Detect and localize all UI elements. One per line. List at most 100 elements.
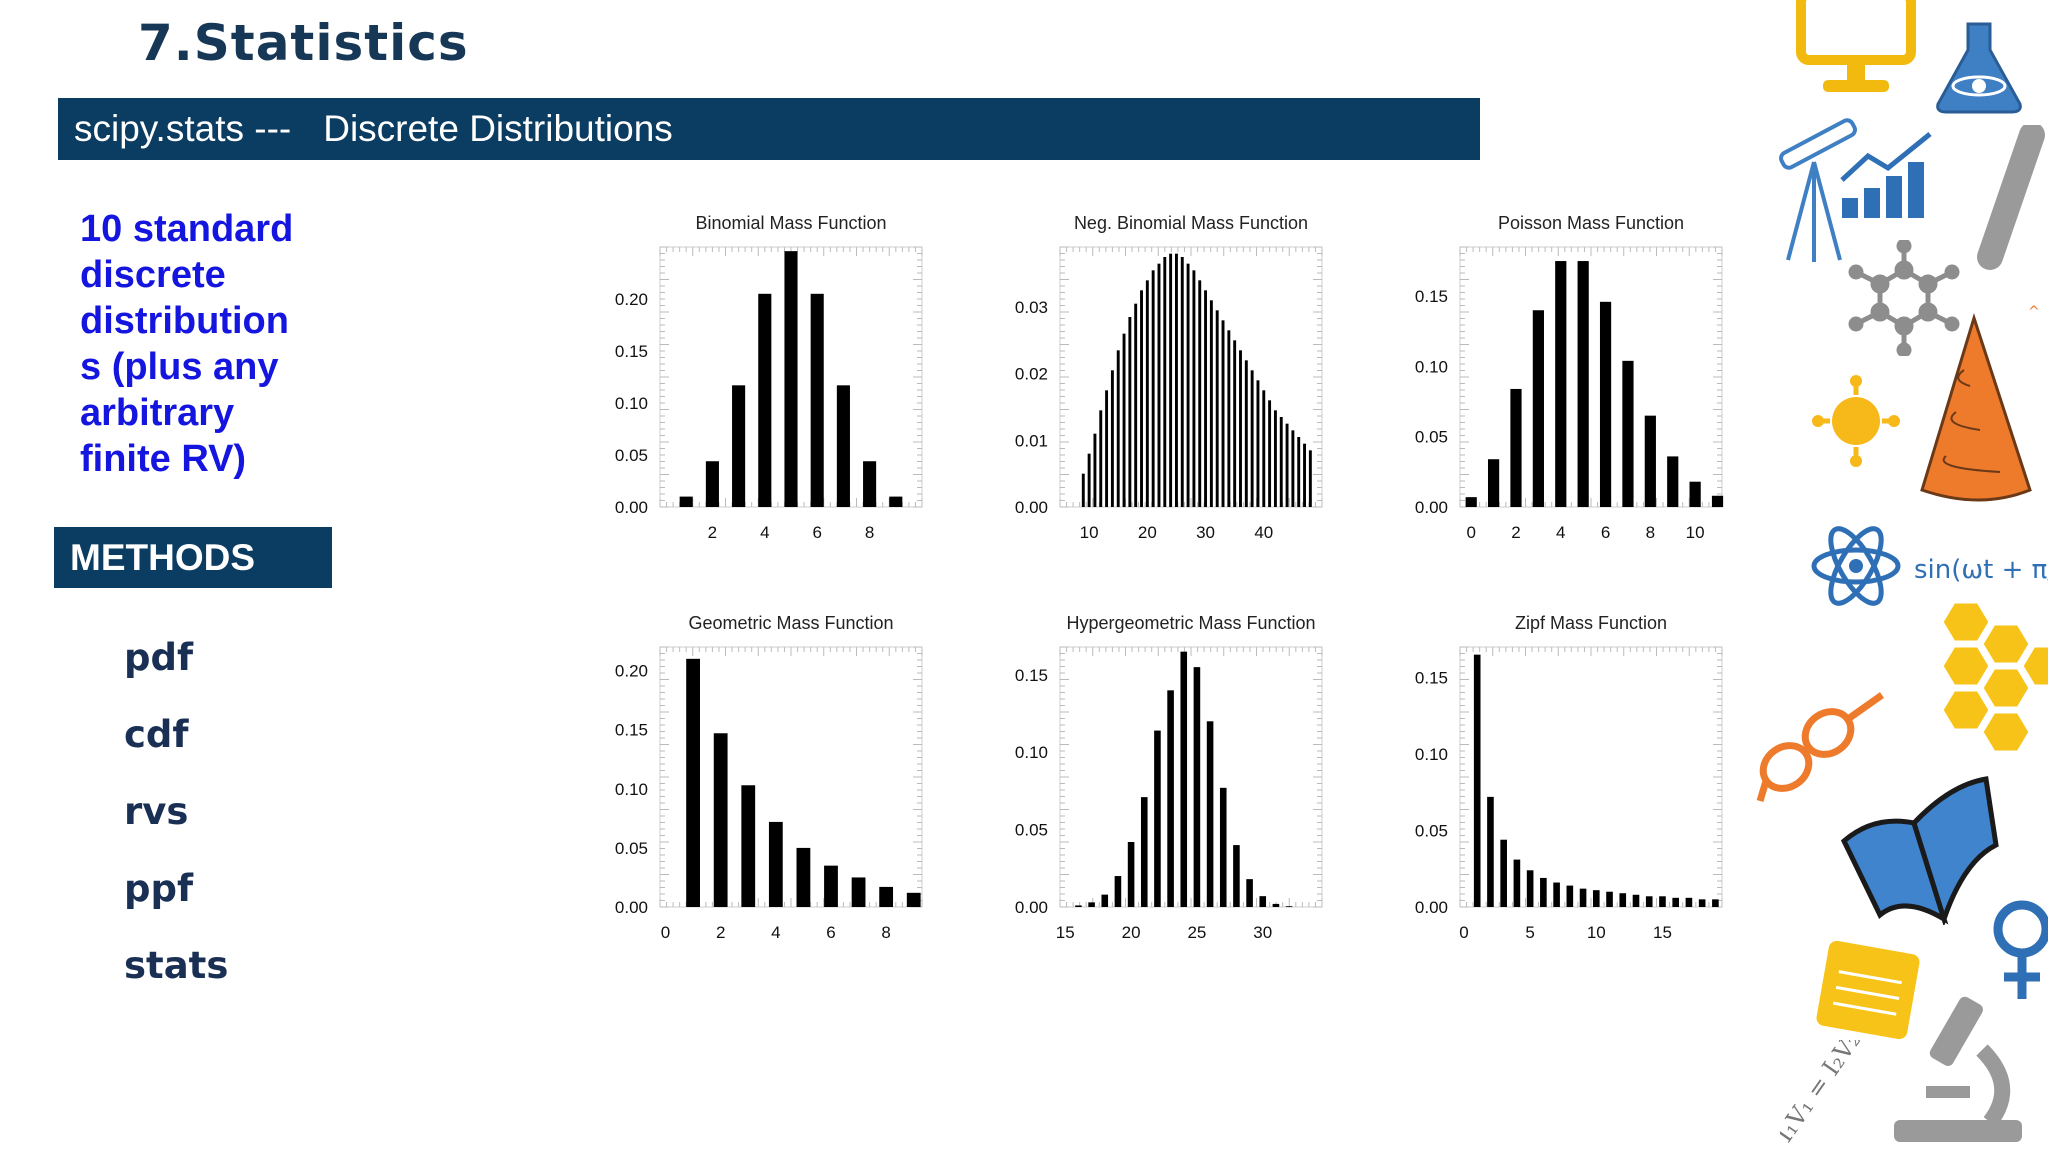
bar bbox=[1599, 301, 1612, 507]
plot-frame bbox=[1059, 646, 1323, 908]
bar bbox=[1285, 423, 1289, 507]
method-pdf: pdf bbox=[124, 636, 194, 679]
bar bbox=[1553, 882, 1560, 907]
bar bbox=[1151, 270, 1155, 507]
bar bbox=[1632, 894, 1640, 907]
banner-module-label: scipy.stats --- bbox=[74, 108, 292, 149]
y-tick-label: 0.15 bbox=[1415, 287, 1448, 306]
plot-frame bbox=[1459, 246, 1723, 508]
x-tick-label: 10 bbox=[1587, 923, 1606, 942]
x-tick-label: 0 bbox=[661, 923, 670, 942]
bar bbox=[1685, 897, 1693, 907]
x-tick-label: 8 bbox=[1646, 523, 1655, 542]
bar bbox=[889, 496, 903, 507]
bar bbox=[1540, 877, 1547, 907]
bar bbox=[1198, 280, 1202, 507]
bar bbox=[1169, 253, 1173, 507]
x-tick-label: 4 bbox=[1556, 523, 1565, 542]
bar bbox=[1075, 905, 1082, 907]
y-tick-label: 0.15 bbox=[615, 342, 648, 361]
y-tick-label: 0.00 bbox=[1015, 498, 1048, 517]
x-tick-label: 6 bbox=[1601, 523, 1610, 542]
bar bbox=[1526, 870, 1534, 907]
bar bbox=[1606, 891, 1613, 907]
chart-title: Binomial Mass Function bbox=[695, 213, 886, 233]
bar bbox=[1215, 310, 1219, 507]
computer-monitor-icon bbox=[1796, 0, 1916, 92]
x-tick-label: 8 bbox=[865, 523, 874, 542]
bar bbox=[1110, 370, 1114, 507]
bar bbox=[1566, 885, 1574, 907]
bar bbox=[1134, 303, 1138, 507]
method-rvs: rvs bbox=[124, 790, 189, 833]
bar bbox=[686, 658, 700, 907]
x-tick-label: 2 bbox=[708, 523, 717, 542]
bar bbox=[1116, 350, 1120, 507]
y-tick-label: 0.00 bbox=[615, 898, 648, 917]
x-tick-label: 15 bbox=[1056, 923, 1075, 942]
bar bbox=[1087, 453, 1091, 507]
y-tick-label: 0.05 bbox=[1415, 822, 1448, 841]
formula-text: sin(ωt + π/2) bbox=[1914, 555, 2048, 585]
molecule-icon bbox=[1848, 240, 1960, 356]
y-tick-label: 0.10 bbox=[1015, 743, 1048, 762]
svg-text:^: ^ bbox=[2028, 304, 2040, 320]
y-tick-label: 0.10 bbox=[615, 394, 648, 413]
banner-topic-label: Discrete Distributions bbox=[323, 108, 673, 149]
method-ppf: ppf bbox=[124, 867, 194, 910]
bar bbox=[1297, 437, 1301, 507]
hypergeometric-chart: Hypergeometric Mass Function 15 20 25 30 0.00… bbox=[1015, 613, 1323, 942]
y-tick-label: 0.01 bbox=[1015, 431, 1048, 450]
glasses-icon bbox=[1756, 692, 1885, 803]
bar bbox=[1128, 317, 1132, 507]
x-tick-label: 30 bbox=[1196, 523, 1215, 542]
x-tick-label: 4 bbox=[771, 923, 780, 942]
x-tick-label: 20 bbox=[1138, 523, 1157, 542]
bar bbox=[1233, 340, 1237, 507]
bar bbox=[1088, 902, 1095, 907]
bar bbox=[705, 461, 719, 507]
atom-icon bbox=[1811, 526, 1901, 606]
bar bbox=[1193, 667, 1201, 907]
x-tick-label: 10 bbox=[1080, 523, 1099, 542]
bar bbox=[1101, 894, 1109, 907]
bar bbox=[1140, 290, 1143, 507]
bar bbox=[1303, 443, 1306, 507]
bar bbox=[1712, 899, 1719, 907]
bar bbox=[1510, 388, 1522, 507]
y-tick-label: 0.00 bbox=[615, 498, 648, 517]
bar bbox=[1154, 730, 1161, 907]
bar bbox=[1157, 263, 1161, 507]
y-tick-label: 0.00 bbox=[1415, 498, 1448, 517]
intro-line: distribution bbox=[80, 300, 289, 342]
poisson-chart: Poisson Mass Function 0 2 4 6 8 10 0.00 0.05 0.10… bbox=[1415, 213, 1724, 542]
bar bbox=[1192, 270, 1196, 507]
y-tick-label: 0.05 bbox=[615, 446, 648, 465]
bar bbox=[810, 293, 824, 507]
bar bbox=[1167, 690, 1174, 907]
y-tick-label: 0.03 bbox=[1015, 298, 1048, 317]
telescope-icon bbox=[1779, 118, 1857, 262]
bar bbox=[1308, 450, 1312, 507]
bar bbox=[1711, 495, 1724, 507]
bar bbox=[851, 877, 866, 907]
bar bbox=[836, 385, 850, 507]
bar bbox=[1246, 879, 1253, 907]
bar bbox=[1555, 261, 1567, 507]
bar bbox=[1204, 290, 1208, 507]
intro-line: 10 standard bbox=[80, 208, 294, 250]
bar bbox=[1645, 896, 1653, 907]
bar bbox=[1256, 380, 1260, 507]
geometric-chart: Geometric Mass Function 0 2 4 6 8 0.00 0.05 0.10… bbox=[615, 613, 923, 942]
x-tick-label: 25 bbox=[1187, 923, 1206, 942]
bar bbox=[1667, 456, 1679, 507]
x-tick-label: 15 bbox=[1653, 923, 1672, 942]
bar bbox=[1532, 310, 1544, 507]
formula-label: sin(ωt + π/2) bbox=[1914, 555, 2048, 585]
intro-line: finite RV) bbox=[80, 438, 247, 480]
bar bbox=[1579, 888, 1587, 907]
chart-title: Zipf Mass Function bbox=[1515, 613, 1667, 633]
bar bbox=[1163, 257, 1167, 507]
x-tick-label: 30 bbox=[1253, 923, 1272, 942]
y-tick-label: 0.15 bbox=[1415, 669, 1448, 688]
